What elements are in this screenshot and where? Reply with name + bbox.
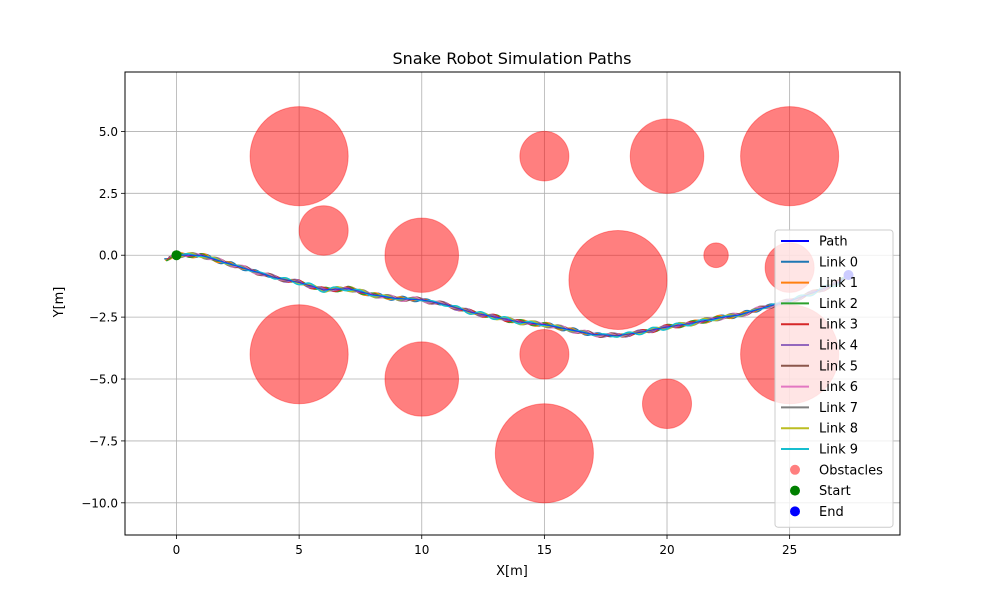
links-layer xyxy=(164,252,849,338)
legend-label: Link 2 xyxy=(819,297,858,312)
legend-label: Link 8 xyxy=(819,422,858,437)
legend-box xyxy=(774,229,894,528)
obstacle-circle xyxy=(298,205,349,256)
x-tick-label: 20 xyxy=(659,543,674,557)
legend-label: Link 1 xyxy=(819,276,858,291)
legend-label: Link 4 xyxy=(819,339,858,354)
plot-frame xyxy=(124,71,901,536)
obstacle-circle xyxy=(519,130,570,182)
y-tick-label: 5.0 xyxy=(99,125,118,139)
x-tick-label: 15 xyxy=(537,543,552,557)
legend-label: Path xyxy=(819,235,848,250)
legend: Path Link 0 Link 1 Link 2 Link 3 Link 4 Link 5… xyxy=(774,229,894,528)
y-tick-label: −2.5 xyxy=(89,311,118,325)
obstacle-circle xyxy=(568,229,668,330)
legend-label: Start xyxy=(819,484,851,499)
legend-label: Link 5 xyxy=(819,359,858,374)
y-tick-label: 2.5 xyxy=(99,187,118,201)
obstacle-circle xyxy=(703,242,729,269)
main-path-line xyxy=(176,254,849,337)
x-tick-label: 10 xyxy=(414,543,429,557)
legend-label: Link 0 xyxy=(819,255,858,270)
obstacle-circle xyxy=(641,378,693,430)
ticks: 0 5 10 15 20 25 5.0 2.5 0.0 −2.5 −5.0 −7.5 −10.0 xyxy=(81,125,797,557)
legend-label: Link 7 xyxy=(819,401,858,416)
x-tick-label: 5 xyxy=(295,543,303,557)
y-tick-label: −7.5 xyxy=(89,434,118,448)
x-axis-label: X[m] xyxy=(496,564,528,579)
obstacles-layer xyxy=(249,106,840,504)
y-tick-label: −5.0 xyxy=(89,373,118,387)
obstacle-circle xyxy=(494,403,594,504)
y-tick-label: 0.0 xyxy=(99,249,118,263)
obstacle-circle xyxy=(384,341,460,417)
obstacle-circle xyxy=(519,328,570,380)
legend-dot-swatch xyxy=(790,464,800,475)
legend-label: Link 3 xyxy=(819,318,858,333)
obstacle-circle xyxy=(249,106,349,207)
legend-label: Obstacles xyxy=(819,463,883,478)
x-tick-label: 25 xyxy=(782,543,797,557)
y-axis-label: Y[m] xyxy=(52,287,67,319)
start-marker xyxy=(171,250,182,261)
legend-label: Link 6 xyxy=(819,380,858,395)
legend-label: End xyxy=(819,505,844,520)
obstacle-circle xyxy=(384,217,460,293)
obstacle-circle xyxy=(249,304,349,405)
chart-title: Snake Robot Simulation Paths xyxy=(392,49,631,68)
x-tick-label: 0 xyxy=(173,543,181,557)
legend-label: Link 9 xyxy=(819,443,858,458)
legend-dot-swatch xyxy=(790,485,800,496)
obstacle-circle xyxy=(629,118,705,194)
y-tick-label: −10.0 xyxy=(81,496,118,510)
obstacle-circle xyxy=(740,106,840,207)
legend-dot-swatch xyxy=(790,506,800,517)
